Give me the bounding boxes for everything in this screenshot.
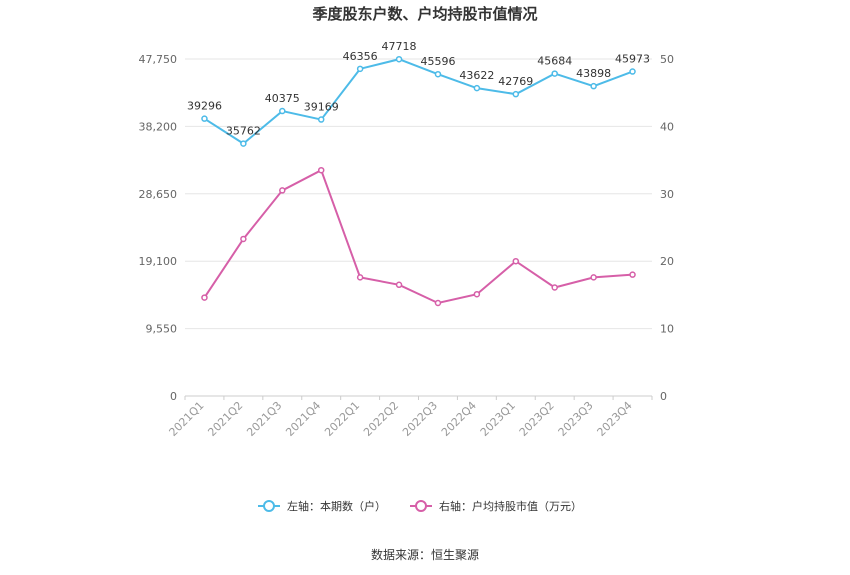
- right-tick-label: 30: [660, 188, 674, 201]
- data-label: 46356: [343, 50, 378, 63]
- left-axis: 0 9,550 19,100 28,650 38,200 47,750: [139, 53, 178, 403]
- x-tick-label: 2021Q3: [244, 399, 284, 439]
- legend-marker: [415, 500, 427, 512]
- data-point: [395, 281, 403, 289]
- data-point: [240, 140, 247, 147]
- left-tick-label: 19,100: [139, 255, 178, 268]
- data-point: [201, 294, 208, 301]
- data-point: [512, 257, 520, 265]
- right-axis: 0 10 20 30 40 50: [660, 53, 674, 403]
- x-tick-label: 2023Q2: [517, 399, 557, 439]
- data-label: 45684: [537, 55, 572, 68]
- data-label: 42769: [498, 75, 533, 88]
- data-label: 45596: [420, 55, 455, 68]
- data-point: [434, 70, 442, 78]
- right-tick-label: 50: [660, 53, 674, 66]
- x-tick-label: 2023Q1: [478, 399, 518, 439]
- data-point: [434, 299, 442, 307]
- data-point: [473, 290, 481, 298]
- data-label: 43622: [459, 69, 494, 82]
- data-point: [590, 82, 597, 90]
- data-label: 40375: [265, 92, 300, 105]
- data-point: [629, 271, 636, 278]
- x-tick-label: 2022Q2: [361, 399, 401, 439]
- right-tick-label: 20: [660, 255, 674, 268]
- source-label: 数据来源：恒生聚源: [371, 547, 479, 562]
- data-label: 39169: [304, 101, 339, 114]
- data-point: [473, 84, 481, 92]
- data-point: [317, 166, 325, 174]
- left-tick-label: 47,750: [139, 53, 178, 66]
- x-tick-label: 2022Q1: [322, 399, 362, 439]
- right-tick-label: 10: [660, 323, 674, 336]
- legend: 左轴：本期数（户） 右轴：户均持股市值（万元）: [258, 499, 582, 513]
- data-point: [279, 187, 286, 194]
- legend-marker: [263, 500, 275, 512]
- x-axis: 2021Q12021Q22021Q32021Q42022Q12022Q22022…: [167, 396, 653, 439]
- series-line: [203, 58, 633, 145]
- x-tick-label: 2023Q3: [556, 399, 596, 439]
- right-tick-label: 0: [660, 390, 667, 403]
- data-point: [629, 68, 636, 75]
- left-tick-label: 0: [170, 390, 177, 403]
- data-point: [240, 235, 247, 243]
- data-label: 43898: [576, 67, 611, 80]
- left-tick-label: 38,200: [139, 120, 178, 133]
- data-point: [512, 90, 520, 98]
- data-point: [317, 116, 325, 123]
- chart-title: 季度股东户数、户均持股市值情况: [312, 5, 537, 23]
- left-tick-label: 28,650: [139, 188, 178, 201]
- x-tick-label: 2022Q3: [400, 399, 440, 439]
- x-tick-label: 2021Q2: [205, 399, 245, 439]
- data-point: [356, 65, 364, 73]
- data-label: 47718: [382, 40, 417, 53]
- x-tick-label: 2021Q1: [167, 399, 207, 439]
- grid: [185, 58, 652, 397]
- data-point: [279, 107, 286, 115]
- data-point: [590, 274, 597, 281]
- data-point: [551, 70, 558, 77]
- x-tick-label: 2021Q4: [283, 399, 323, 439]
- data-label: 45973: [615, 53, 650, 66]
- data-point: [551, 284, 558, 291]
- legend-label: 左轴：本期数（户）: [287, 499, 386, 513]
- series-line: [203, 168, 633, 305]
- legend-label: 右轴：户均持股市值（万元）: [439, 499, 582, 513]
- data-label: 39296: [187, 100, 222, 113]
- data-label: 35762: [226, 125, 261, 138]
- x-tick-label: 2023Q4: [595, 399, 635, 439]
- data-point: [395, 55, 403, 63]
- data-point: [201, 115, 208, 122]
- right-tick-label: 40: [660, 120, 674, 133]
- data-point: [356, 274, 364, 281]
- left-tick-label: 9,550: [146, 323, 178, 336]
- x-tick-label: 2022Q4: [439, 399, 479, 439]
